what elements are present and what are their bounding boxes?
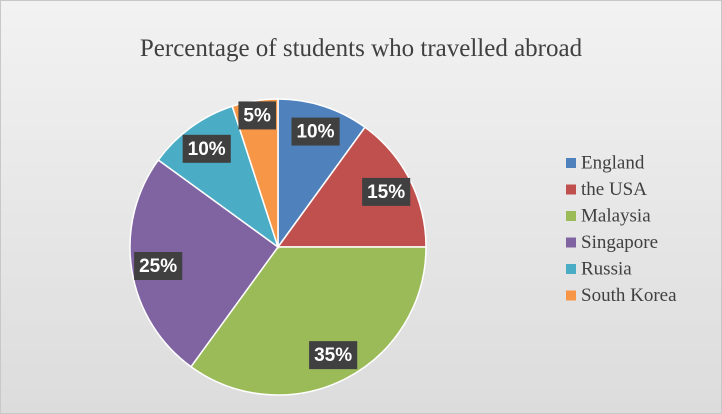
data-label-box xyxy=(182,134,231,163)
legend-label: Singapore xyxy=(581,232,658,253)
legend-label: South Korea xyxy=(581,285,677,306)
data-label-text: 10% xyxy=(188,139,226,160)
chart-title: Percentage of students who travelled abr… xyxy=(140,35,583,62)
legend-label: England xyxy=(581,152,645,173)
data-label-text: 10% xyxy=(296,122,334,143)
legend-label: Malaysia xyxy=(581,205,651,226)
data-label: 10% xyxy=(182,134,231,163)
data-label: 35% xyxy=(309,341,358,370)
legend-marker xyxy=(566,290,576,301)
legend-marker xyxy=(566,211,576,221)
data-label-text: 25% xyxy=(139,256,177,277)
pie-slice xyxy=(231,98,279,248)
data-label-box xyxy=(134,251,183,280)
data-label-box xyxy=(238,101,276,130)
data-label: 25% xyxy=(134,251,183,280)
legend-marker xyxy=(566,158,576,168)
data-label: 15% xyxy=(362,177,411,206)
legend-label: Russia xyxy=(581,258,632,279)
data-label: 5% xyxy=(238,101,276,130)
data-label: 10% xyxy=(291,117,340,146)
legend-label: the USA xyxy=(581,179,647,200)
legend-marker xyxy=(566,264,576,274)
data-label-box xyxy=(362,177,411,206)
pie-slice xyxy=(129,158,280,368)
data-label-box xyxy=(291,117,340,146)
legend-marker xyxy=(566,237,576,248)
data-label-text: 35% xyxy=(314,345,352,366)
pie-slice xyxy=(189,246,427,396)
data-label-text: 15% xyxy=(367,182,405,203)
data-label-text: 5% xyxy=(243,105,271,126)
legend-marker xyxy=(566,184,576,195)
data-label-box xyxy=(309,341,358,370)
